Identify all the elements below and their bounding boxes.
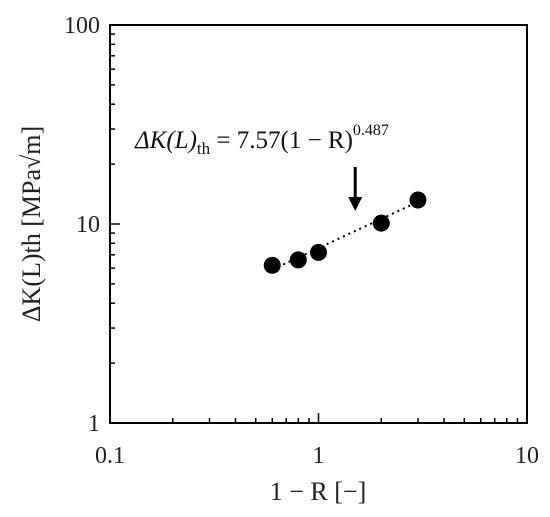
ticks-layer: 0.1 1 10 1 10 100	[64, 13, 539, 469]
y-tick-label: 10	[76, 212, 100, 238]
data-point	[310, 243, 327, 261]
fit-equation: ΔK(L)th = 7.57(1 − R)0.487	[134, 122, 389, 158]
plot-frame	[109, 24, 528, 424]
fit-line	[271, 200, 419, 271]
x-tick-label: 1	[313, 443, 325, 469]
y-axis-title: ΔK(L)th [MPa√m]	[17, 126, 46, 322]
arrow-head	[348, 197, 363, 211]
y-tick-label: 1	[88, 411, 100, 437]
fit-equation-exponent: 0.487	[353, 122, 389, 139]
fit-equation-lhs: ΔK(L)	[134, 127, 197, 154]
data-point	[372, 214, 390, 232]
data-point	[263, 256, 281, 274]
x-tick-label: 10	[515, 443, 539, 469]
annotation-arrow	[348, 167, 363, 211]
y-tick-label: 100	[64, 13, 100, 39]
fit-equation-rhs: = 7.57(1 − R)	[210, 127, 353, 154]
data-point	[289, 251, 307, 269]
fit-layer	[271, 200, 419, 271]
x-tick-label: 0.1	[95, 443, 125, 469]
data-point	[409, 191, 427, 209]
fit-equation-lhs-sub: th	[197, 139, 211, 158]
points-layer	[263, 191, 427, 274]
x-axis-title: 1 − R [−]	[270, 477, 366, 506]
